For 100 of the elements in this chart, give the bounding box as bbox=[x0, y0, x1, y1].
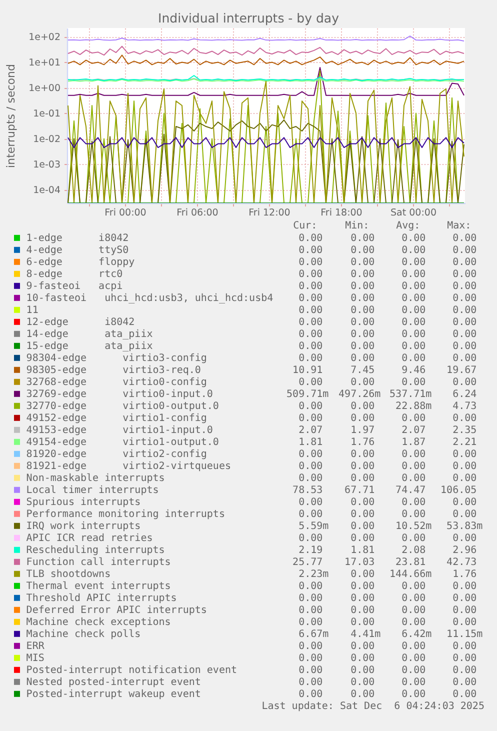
text: 0.00 bbox=[350, 676, 375, 688]
text: 0.00 bbox=[298, 472, 323, 484]
text: 0.00 bbox=[452, 316, 477, 328]
text: 0.00 bbox=[452, 304, 477, 316]
text: 0.00 bbox=[452, 580, 477, 592]
text: 0.00 bbox=[452, 652, 477, 664]
legend-label: 98305-edge virtio3-req.0 bbox=[26, 364, 201, 376]
text: 74.47 bbox=[396, 484, 426, 496]
text: 5.59m bbox=[298, 520, 329, 532]
text: 0.00 bbox=[350, 616, 375, 628]
text: 4.41m bbox=[350, 628, 381, 640]
text: 4.73 bbox=[452, 400, 477, 412]
text: 0.00 bbox=[298, 400, 323, 412]
legend-label: 9-fasteoi acpi bbox=[26, 280, 123, 292]
text: 0.00 bbox=[452, 244, 477, 256]
text: 0.00 bbox=[452, 532, 477, 544]
text: 0.00 bbox=[350, 652, 375, 664]
text: 0.00 bbox=[350, 664, 375, 676]
y-tick-label: 1e+00 bbox=[28, 83, 60, 94]
text: 0.00 bbox=[402, 232, 426, 244]
y-tick-label: 1e-02 bbox=[33, 134, 60, 146]
text: 0.00 bbox=[452, 232, 477, 244]
text: 509.71m bbox=[286, 388, 329, 400]
text: 0.00 bbox=[350, 592, 375, 604]
legend-label: Thermal event interrupts bbox=[26, 580, 171, 592]
x-tick-label: Fri 18:00 bbox=[320, 208, 362, 218]
x-tick-label: Fri 00:00 bbox=[104, 208, 146, 218]
text: 1.81 bbox=[350, 544, 375, 556]
legend-label: Function call interrupts bbox=[26, 556, 171, 568]
legend-label: APIC ICR read retries bbox=[26, 532, 153, 544]
text: 0.00 bbox=[298, 352, 323, 364]
text: 497.26m bbox=[338, 388, 381, 400]
legend-label: 98304-edge virtio3-config bbox=[26, 352, 207, 364]
text: 0.00 bbox=[402, 448, 426, 460]
text: 0.00 bbox=[402, 580, 426, 592]
x-tick-label: Fri 06:00 bbox=[176, 208, 218, 218]
text: 53.83m bbox=[446, 520, 483, 532]
text: 0.00 bbox=[350, 256, 375, 268]
text: 67.71 bbox=[344, 484, 375, 496]
text: 0.00 bbox=[350, 532, 375, 544]
text: 0.00 bbox=[452, 508, 477, 520]
text: 1.76 bbox=[452, 568, 477, 580]
text: 42.73 bbox=[446, 556, 477, 568]
text: Avg: bbox=[396, 220, 420, 232]
text: 0.00 bbox=[298, 532, 323, 544]
text: 0.00 bbox=[452, 412, 477, 424]
text: 0.00 bbox=[402, 352, 426, 364]
legend-label: 10-fasteoi uhci_hcd:usb3, uhci_hcd:usb4 bbox=[26, 292, 274, 304]
legend-label: Nested posted-interrupt event bbox=[26, 676, 201, 688]
text: 0.00 bbox=[402, 508, 426, 520]
legend-label: MIS bbox=[26, 652, 44, 664]
text: 1.76 bbox=[350, 436, 375, 448]
text: 0.00 bbox=[402, 280, 426, 292]
text: 0.00 bbox=[298, 304, 323, 316]
legend-label: 49154-edge virtio1-output.0 bbox=[26, 436, 219, 448]
text: 0.00 bbox=[298, 268, 323, 280]
text: 2.07 bbox=[402, 424, 426, 436]
chart-title: Individual interrupts - by day bbox=[158, 10, 340, 26]
text: 0.00 bbox=[452, 592, 477, 604]
text: 0.00 bbox=[402, 604, 426, 616]
text: 0.00 bbox=[402, 676, 426, 688]
text: 6.67m bbox=[298, 628, 329, 640]
text: 0.00 bbox=[298, 316, 323, 328]
legend-label: 49153-edge virtio1-input.0 bbox=[26, 424, 213, 436]
text: 0.00 bbox=[298, 244, 323, 256]
text: 0.00 bbox=[402, 256, 426, 268]
text: Cur: bbox=[293, 220, 318, 232]
text: 0.00 bbox=[298, 580, 323, 592]
text: 0.00 bbox=[350, 580, 375, 592]
legend-label: 1-edge i8042 bbox=[26, 232, 129, 244]
text: 78.53 bbox=[292, 484, 323, 496]
text: 0.00 bbox=[298, 688, 323, 700]
text: 0.00 bbox=[350, 472, 375, 484]
text: 1.81 bbox=[298, 436, 323, 448]
text: 0.00 bbox=[350, 688, 375, 700]
text: 0.00 bbox=[402, 460, 426, 472]
text: 0.00 bbox=[402, 244, 426, 256]
text: 0.00 bbox=[452, 280, 477, 292]
text: 7.45 bbox=[350, 364, 375, 376]
legend-label: 81921-edge virtio2-virtqueues bbox=[26, 460, 232, 472]
text: 23.81 bbox=[396, 556, 426, 568]
text: 0.00 bbox=[350, 280, 375, 292]
text: 0.00 bbox=[452, 616, 477, 628]
text: 2.96 bbox=[452, 544, 477, 556]
text: 0.00 bbox=[452, 640, 477, 652]
text: 0.00 bbox=[298, 592, 323, 604]
text: 0.00 bbox=[298, 232, 323, 244]
text: 0.00 bbox=[452, 340, 477, 352]
y-tick-label: 1e-04 bbox=[33, 185, 60, 196]
text: 19.67 bbox=[446, 364, 477, 376]
legend-label: 32770-edge virtio0-output.0 bbox=[26, 400, 219, 412]
text: 0.00 bbox=[402, 472, 426, 484]
legend-label: Non-maskable interrupts bbox=[26, 472, 165, 484]
text: 2.19 bbox=[298, 544, 323, 556]
text: 0.00 bbox=[452, 256, 477, 268]
text: 0.00 bbox=[350, 448, 375, 460]
text: 0.00 bbox=[350, 400, 375, 412]
legend-label: 11 bbox=[26, 304, 38, 316]
text: 0.00 bbox=[452, 604, 477, 616]
legend-label: 12-edge i8042 bbox=[26, 316, 135, 328]
